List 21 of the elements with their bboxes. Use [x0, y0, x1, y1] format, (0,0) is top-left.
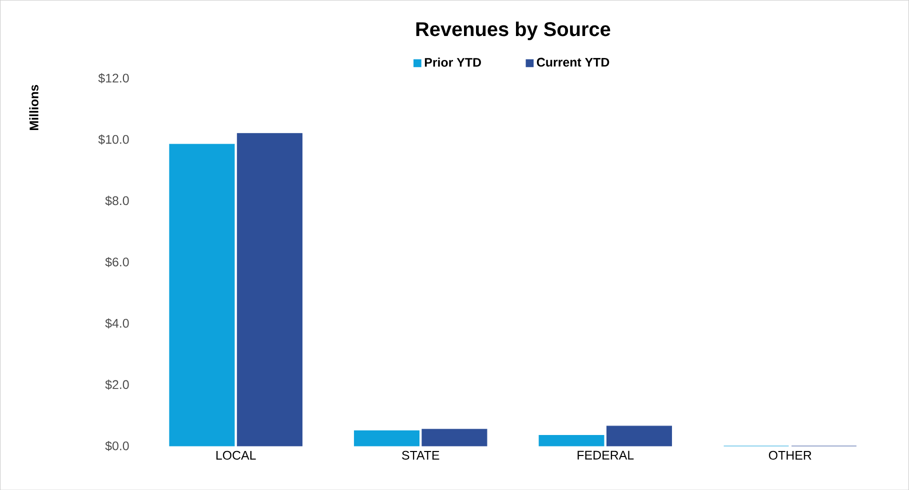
bar: [236, 132, 302, 446]
bar: [422, 428, 488, 446]
chart-title: Revenues by Source: [416, 21, 610, 40]
y-tick-label: $2.0: [105, 380, 129, 390]
x-tick-label: OTHER: [768, 450, 812, 460]
y-tick-label: $10.0: [98, 134, 129, 144]
bar: [606, 426, 672, 446]
y-tick-label: $8.0: [105, 196, 129, 206]
y-axis-title: Millions: [29, 84, 38, 130]
y-tick-label: $12.0: [98, 73, 129, 84]
y-tick-label: $4.0: [105, 318, 129, 328]
bar: [354, 430, 420, 446]
legend-label: Prior YTD: [424, 58, 481, 67]
y-tick-label: $0.0: [105, 440, 129, 451]
bar: [169, 144, 235, 446]
x-tick-label: LOCAL: [216, 450, 256, 460]
x-tick-label: STATE: [402, 450, 440, 460]
bar: [538, 434, 604, 446]
y-tick-label: $6.0: [105, 256, 129, 268]
x-tick-label: FEDERAL: [578, 450, 634, 460]
legend-label: Current YTD: [536, 58, 610, 67]
